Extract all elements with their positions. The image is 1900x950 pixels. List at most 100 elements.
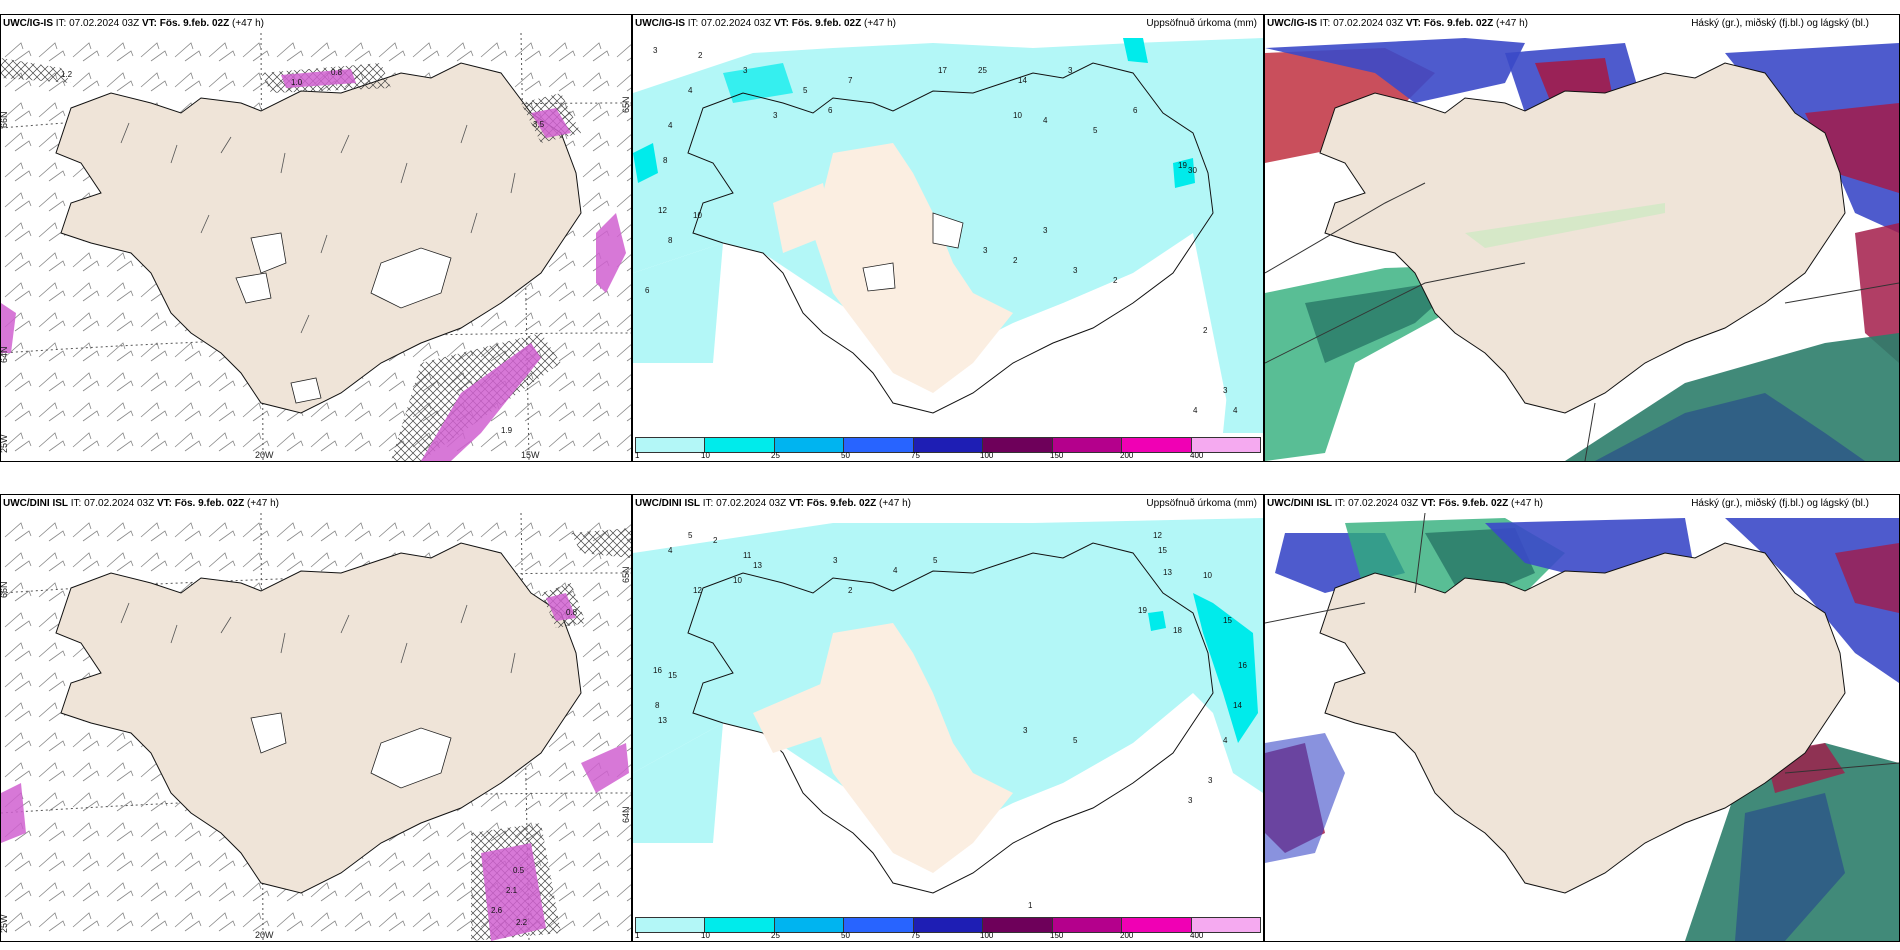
colorbar-swatch xyxy=(636,918,706,932)
svg-text:8: 8 xyxy=(668,236,673,245)
iceland-landmass xyxy=(55,62,582,414)
colorbar-swatch xyxy=(1122,438,1192,452)
colorbar-swatch xyxy=(1191,438,1260,452)
svg-text:8: 8 xyxy=(655,701,660,710)
colorbar-swatch xyxy=(913,438,984,452)
grid-label-lon: 15W xyxy=(521,450,540,460)
svg-text:25: 25 xyxy=(978,66,987,75)
precip-title: Uppsöfnuð úrkoma (mm) xyxy=(1146,18,1257,29)
svg-text:14: 14 xyxy=(1233,701,1242,710)
panel-title: UWC/DINI ISL IT: 07.02.2024 03Z VT: Fös.… xyxy=(3,498,279,509)
svg-text:2: 2 xyxy=(1013,256,1018,265)
wind-value-label: 2.2 xyxy=(516,918,528,927)
precip-colorbar xyxy=(635,437,1261,453)
svg-text:3: 3 xyxy=(1188,796,1193,805)
wind-value-label: 1.9 xyxy=(501,426,513,435)
wind-value-label: 2.6 xyxy=(491,906,503,915)
colorbar-ticks: 1 10 25 50 75 100 150 200 400 xyxy=(635,931,1204,940)
clouds-panel-bottom: UWC/DINI ISL IT: 07.02.2024 03Z VT: Fös.… xyxy=(1264,494,1900,942)
svg-text:2: 2 xyxy=(713,536,718,545)
svg-text:13: 13 xyxy=(658,716,667,725)
svg-text:3: 3 xyxy=(1223,386,1228,395)
svg-text:18: 18 xyxy=(1173,626,1182,635)
lead-time: (+47 h) xyxy=(1511,498,1543,509)
wind-panel-top: UWC/IG-IS IT: 07.02.2024 03Z VT: Fös. 9.… xyxy=(0,14,632,462)
svg-text:3: 3 xyxy=(1043,226,1048,235)
svg-text:1: 1 xyxy=(1028,901,1033,910)
grid-label-lat: 66N xyxy=(1,111,9,128)
precip-title: Uppsöfnuð úrkoma (mm) xyxy=(1146,498,1257,509)
precip-panel-top: UWC/IG-IS IT: 07.02.2024 03Z VT: Fös. 9.… xyxy=(632,14,1264,462)
grid-label-lon: 20W xyxy=(255,450,274,460)
panel-title: UWC/IG-IS IT: 07.02.2024 03Z VT: Fös. 9.… xyxy=(3,18,264,29)
svg-text:5: 5 xyxy=(688,531,693,540)
svg-text:3: 3 xyxy=(1073,266,1078,275)
svg-text:6: 6 xyxy=(645,286,650,295)
svg-text:15: 15 xyxy=(1158,546,1167,555)
valid-time: Fös. 9.feb. 02Z xyxy=(1438,498,1509,509)
colorbar-swatch xyxy=(705,918,775,932)
colorbar-swatch xyxy=(983,438,1053,452)
precip-map: 3 2 4 3 4 8 12 10 6 8 3 5 6 7 17 25 14 3… xyxy=(633,33,1263,433)
svg-text:3: 3 xyxy=(1068,66,1073,75)
svg-text:11: 11 xyxy=(743,551,752,560)
clouds-panel-top: UWC/IG-IS IT: 07.02.2024 03Z VT: Fös. 9.… xyxy=(1264,14,1900,462)
wind-map: 1.0 0.8 3.5 1.9 1.2 20W 15W 66N 65N 64N … xyxy=(1,33,631,461)
colorbar-swatch xyxy=(844,438,914,452)
svg-text:3: 3 xyxy=(833,556,838,565)
svg-text:13: 13 xyxy=(1163,568,1172,577)
clouds-title: Háský (gr.), miðský (fj.bl.) og lágský (… xyxy=(1691,18,1869,29)
precip-values: 5 4 2 11 10 12 16 15 13 8 13 3 2 4 5 12 … xyxy=(653,531,1247,910)
lead-time: (+47 h) xyxy=(247,498,279,509)
colorbar-swatch xyxy=(1122,918,1192,932)
svg-text:4: 4 xyxy=(688,86,693,95)
svg-text:3: 3 xyxy=(983,246,988,255)
svg-text:2: 2 xyxy=(848,586,853,595)
svg-text:12: 12 xyxy=(693,586,702,595)
svg-text:4: 4 xyxy=(1193,406,1198,415)
model-name: UWC/IG-IS xyxy=(3,18,53,29)
svg-text:19: 19 xyxy=(1138,606,1147,615)
grid-label-lat: 64N xyxy=(1,346,9,363)
svg-text:4: 4 xyxy=(1233,406,1238,415)
svg-text:13: 13 xyxy=(753,561,762,570)
grid-label-lon: 25W xyxy=(1,914,9,933)
valid-time: Fös. 9.feb. 02Z xyxy=(806,498,877,509)
wind-value-label: 1.2 xyxy=(61,70,73,79)
svg-text:5: 5 xyxy=(1073,736,1078,745)
valid-time: Fös. 9.feb. 02Z xyxy=(1423,18,1494,29)
precip-map: 5 4 2 11 10 12 16 15 13 8 13 3 2 4 5 12 … xyxy=(633,513,1263,913)
svg-text:6: 6 xyxy=(828,106,833,115)
panel-title: UWC/DINI ISL IT: 07.02.2024 03Z VT: Fös.… xyxy=(635,498,911,509)
clouds-map xyxy=(1265,513,1899,941)
wind-value-label: 0.5 xyxy=(513,866,525,875)
colorbar-swatch xyxy=(774,438,845,452)
grid-label-lat: 66N xyxy=(1,581,9,598)
colorbar-swatch xyxy=(1191,918,1260,932)
iceland-landmass xyxy=(687,62,1214,414)
svg-text:12: 12 xyxy=(1153,531,1162,540)
clouds-title: Háský (gr.), miðský (fj.bl.) og lágský (… xyxy=(1691,498,1869,509)
svg-text:2: 2 xyxy=(1113,276,1118,285)
svg-text:4: 4 xyxy=(668,121,673,130)
colorbar-swatch xyxy=(844,918,914,932)
colorbar-swatch xyxy=(913,918,984,932)
svg-text:12: 12 xyxy=(658,206,667,215)
init-time: 07.02.2024 03Z xyxy=(84,498,155,509)
grid-label-lon: 25W xyxy=(1,434,9,453)
svg-text:2: 2 xyxy=(1203,326,1208,335)
panel-title: UWC/IG-IS IT: 07.02.2024 03Z VT: Fös. 9.… xyxy=(1267,18,1528,29)
init-time: 07.02.2024 03Z xyxy=(1348,498,1419,509)
svg-text:10: 10 xyxy=(1203,571,1212,580)
lead-time: (+47 h) xyxy=(232,18,264,29)
svg-text:30: 30 xyxy=(1188,166,1197,175)
wind-value-label: 1.0 xyxy=(291,78,303,87)
svg-text:5: 5 xyxy=(1093,126,1098,135)
model-name: UWC/DINI ISL xyxy=(635,498,700,509)
svg-text:4: 4 xyxy=(893,566,898,575)
wind-value-label: 0.8 xyxy=(331,68,343,77)
grid-label-lat: 65N xyxy=(621,96,631,113)
wind-value-label: 3.5 xyxy=(533,120,545,129)
model-name: UWC/IG-IS xyxy=(635,18,685,29)
model-name: UWC/DINI ISL xyxy=(3,498,68,509)
